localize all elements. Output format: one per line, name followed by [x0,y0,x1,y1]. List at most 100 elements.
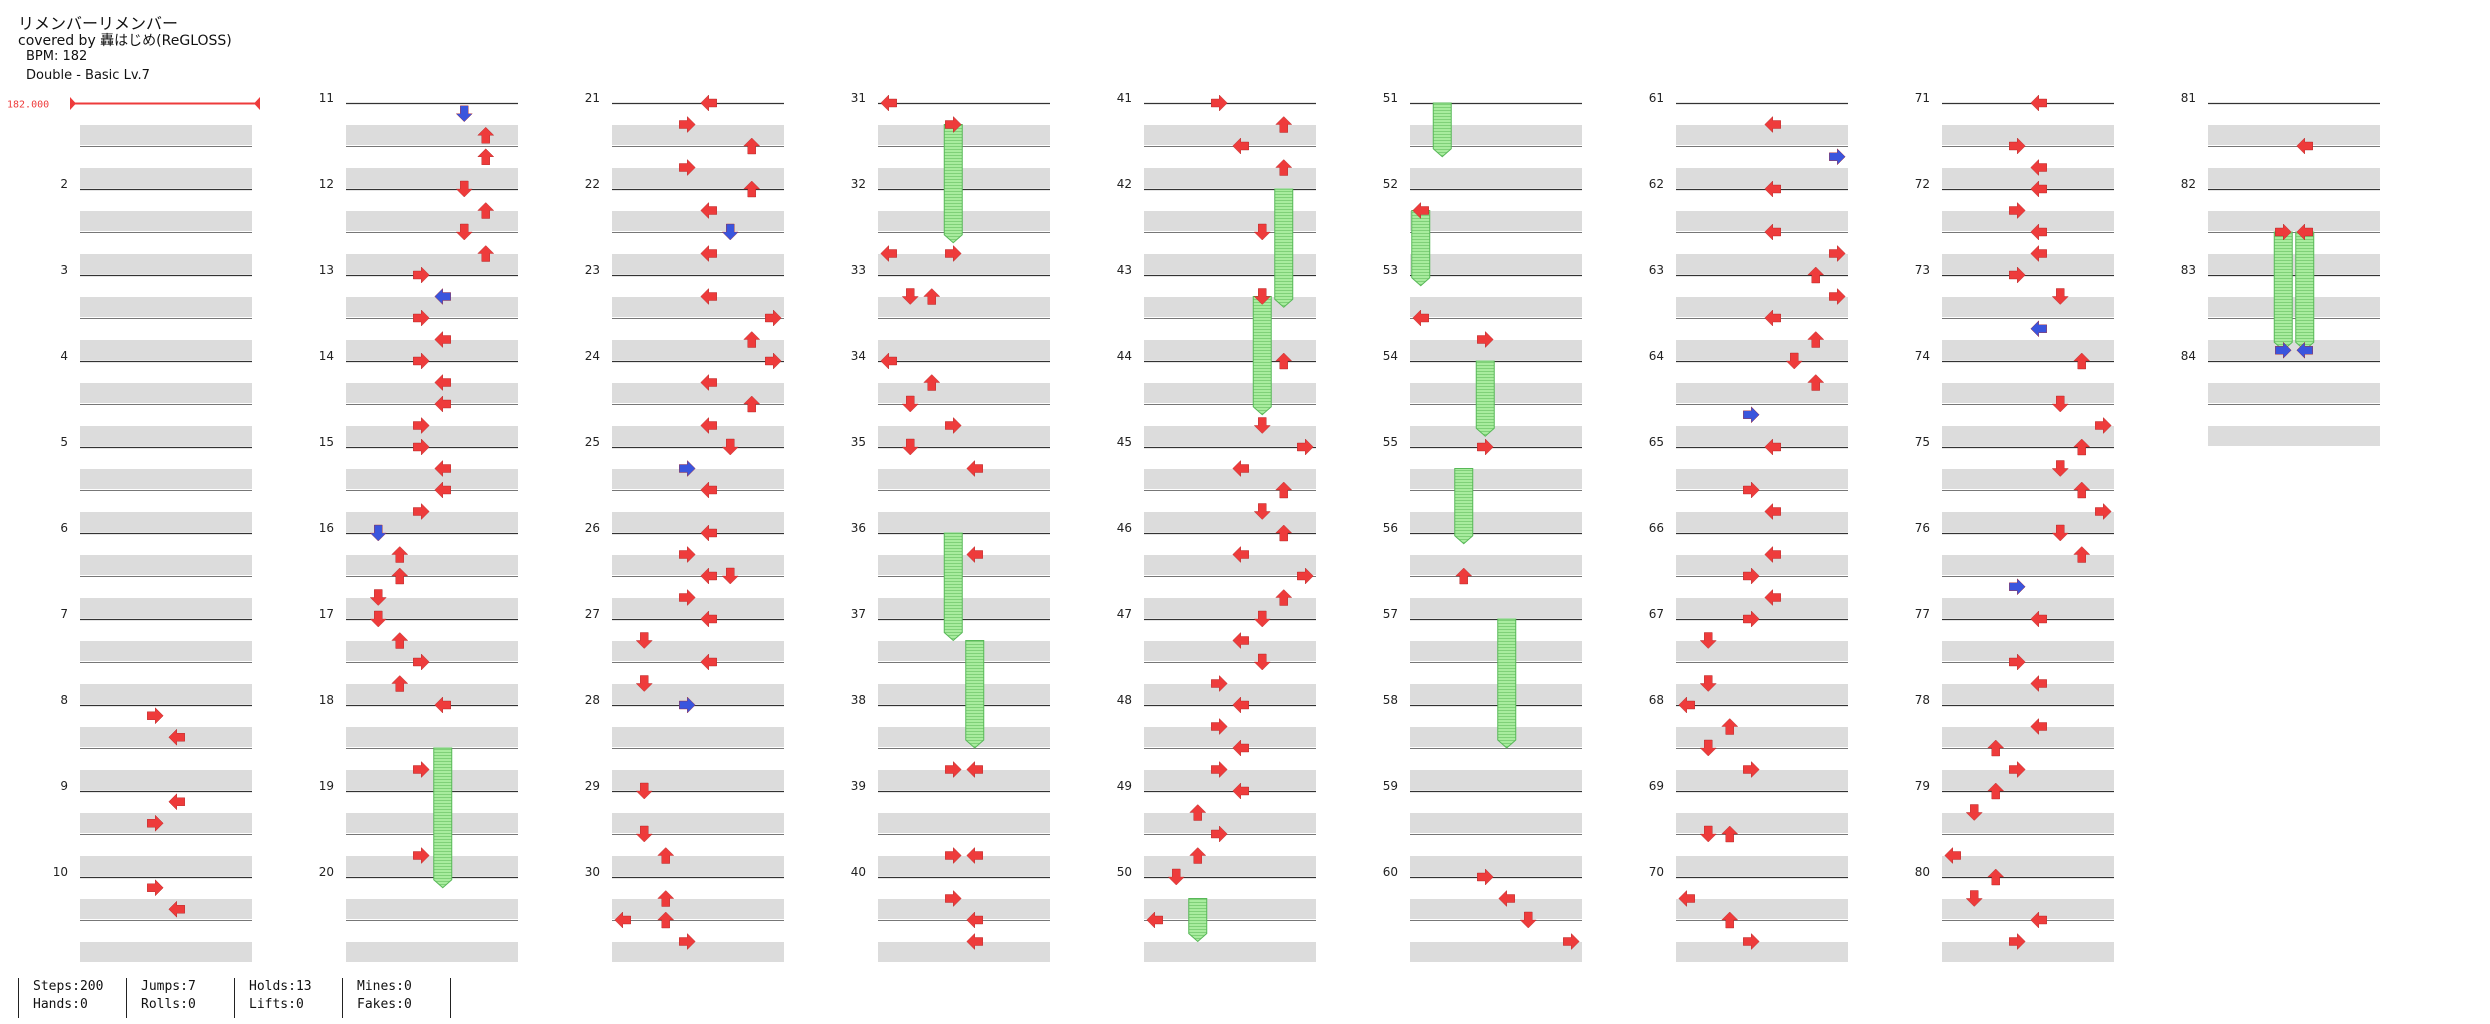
arrow-shape [743,180,761,198]
measure-row: 81 [2181,91,2380,188]
beat-band [1410,684,1582,704]
arrow-down-icon [1519,911,1537,929]
measure-row: 41 [1117,91,1316,188]
arrow-up-icon [477,202,495,219]
beat-band [1144,727,1316,747]
arrow-left-icon [700,481,717,499]
arrow-shape [1743,406,1760,424]
beat-band [612,125,784,145]
arrow-shape [2009,202,2026,219]
beat-band [1144,813,1316,833]
arrow-right-icon [1743,761,1760,778]
beat-band [1676,469,1848,489]
arrow-down-icon [1699,632,1717,649]
arrow-shape [2275,341,2292,359]
arrow-down-icon [1699,825,1717,843]
hold-note [943,532,963,642]
beat-band [1942,125,2114,145]
arrow-down-icon [455,180,473,198]
arrow-shape [1721,825,1739,843]
beat-band [1676,598,1848,618]
arrow-left-icon [1764,223,1781,241]
arrow-shape [700,374,717,391]
beat-band [1144,641,1316,661]
arrow-left-icon [1232,782,1249,800]
arrow-shape [1721,911,1739,929]
measure-number: 14 [319,349,334,363]
beat-band [80,555,252,575]
measure-number: 33 [851,263,866,277]
arrow-shape [1987,782,2005,800]
arrow-shape [1275,352,1293,370]
arrow-shape [1721,718,1739,735]
arrow-right-icon [147,814,164,832]
arrow-right-icon [1743,567,1760,585]
arrow-left-icon [966,546,983,563]
chart-difficulty: Double - Basic Lv.7 [26,68,150,83]
arrow-shape [1211,675,1228,692]
beat-band [612,770,784,790]
arrow-shape [880,245,897,262]
bpm-value: 182.000 [7,100,49,111]
arrow-down-icon [1965,890,1983,907]
measure-number: 59 [1383,779,1398,793]
beat-band [1410,125,1582,145]
beat-band [612,598,784,618]
arrow-shape [1232,782,1249,800]
beat-band [1676,426,1848,446]
measure-row: 17 [319,607,518,704]
measure-row: 46 [1117,521,1316,618]
arrow-shape [2051,395,2069,413]
beat-band [878,383,1050,403]
measure-row: 53 [1383,263,1582,360]
arrow-shape [147,707,164,725]
measure-number: 67 [1649,607,1664,621]
measure-number: 11 [319,91,334,105]
measure-number: 9 [60,779,68,793]
arrow-right-icon [679,933,696,950]
beat-band [878,856,1050,876]
measure-number: 49 [1117,779,1132,793]
arrow-left-icon [1232,460,1249,477]
arrow-right-icon [2095,503,2112,520]
beat-band [612,254,784,274]
arrow-shape [635,675,653,692]
measure-number: 10 [53,865,68,879]
arrow-shape [413,417,430,434]
measure-row: 31 [851,91,1050,188]
beat-band [80,942,252,962]
measure-number: 45 [1117,435,1132,449]
hold-note [1497,618,1517,749]
arrow-left-icon [880,94,897,112]
arrow-shape [1232,460,1249,477]
arrow-shape [1764,309,1781,327]
hold-body [1432,102,1452,158]
measure-row: 21 [585,91,784,188]
arrow-right-icon [945,761,962,778]
arrow-left-icon [434,331,451,348]
arrow-right-icon [413,438,430,456]
measure-number: 80 [1915,865,1930,879]
measure-number: 37 [851,607,866,621]
arrow-left-icon [1764,180,1781,198]
arrow-left-icon [966,761,983,778]
beat-band [346,813,518,833]
hold-note [1475,360,1495,437]
beat-band [878,125,1050,145]
arrow-shape [1477,438,1494,456]
arrow-left-icon [700,524,717,542]
arrow-right-icon [1477,868,1494,886]
beat-band [80,684,252,704]
measure-row: 3 [60,263,252,360]
bpm-flag-right [254,97,260,110]
arrow-shape [1189,804,1207,821]
arrow-left-icon [1764,309,1781,327]
measure-number: 68 [1649,693,1664,707]
arrow-shape [700,610,717,628]
arrow-shape [1519,911,1537,929]
arrow-shape [945,847,962,864]
beat-band [1676,512,1848,532]
measure-row: 61 [1649,91,1848,188]
hold-body [1252,296,1272,416]
arrow-up-icon [1987,868,2005,886]
